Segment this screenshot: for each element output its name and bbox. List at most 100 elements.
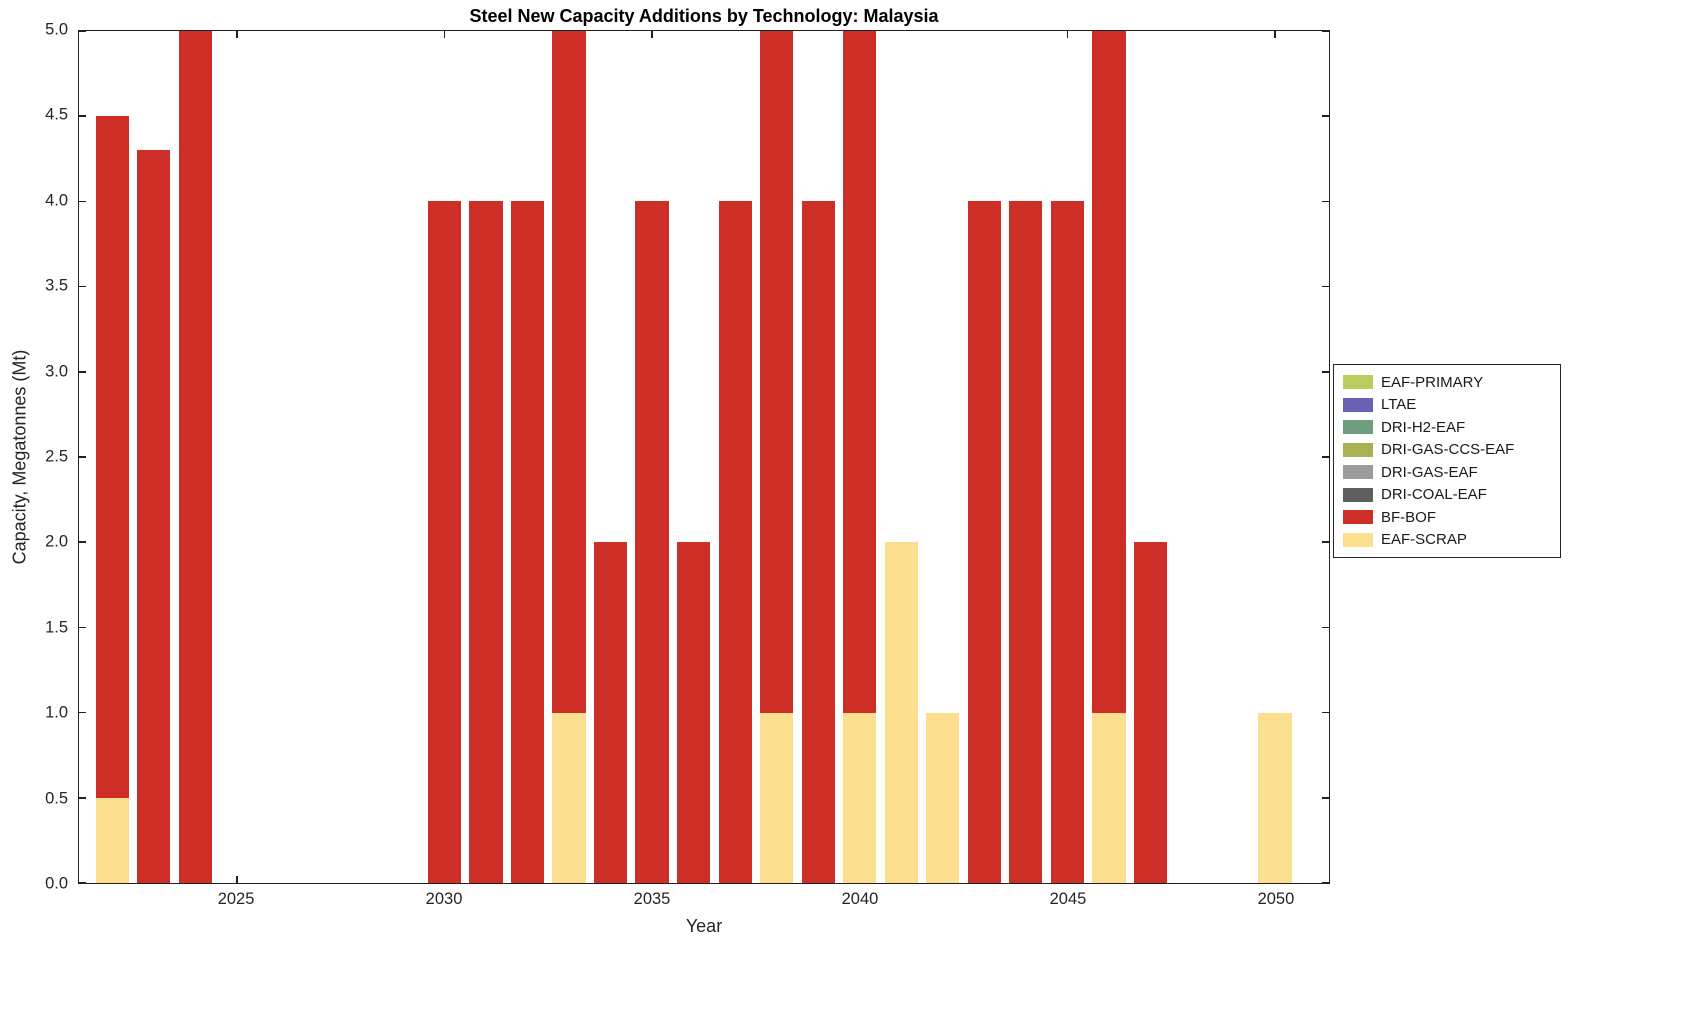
legend-item-eaf-primary: EAF-PRIMARY xyxy=(1343,371,1551,394)
legend-label: DRI-H2-EAF xyxy=(1381,418,1466,436)
legend-swatch-eaf-primary xyxy=(1343,375,1373,390)
y-tick-mark xyxy=(1322,30,1329,32)
bar-2038-eaf-scrap xyxy=(760,712,794,883)
y-tick-mark xyxy=(79,200,86,203)
y-tick-label: 2.5 xyxy=(45,447,68,466)
y-tick-label: 5.0 xyxy=(45,20,68,39)
y-tick-label: 0.0 xyxy=(45,874,68,893)
legend-label: EAF-SCRAP xyxy=(1381,531,1467,549)
bar-2046-eaf-scrap xyxy=(1092,712,1126,883)
bar-2042-eaf-scrap xyxy=(926,712,960,883)
legend-label: LTAE xyxy=(1381,396,1417,414)
bar-2044-bf-bof xyxy=(1009,201,1043,883)
legend-swatch-dri-gas-eaf xyxy=(1343,465,1373,480)
legend-item-dri-gas-ccs-eaf: DRI-GAS-CCS-EAF xyxy=(1343,439,1551,462)
bar-2030-bf-bof xyxy=(427,201,462,883)
legend-label: DRI-GAS-CCS-EAF xyxy=(1381,441,1515,459)
y-axis-label: Capacity, Megatonnes (Mt) xyxy=(9,349,30,565)
bar-2043-bf-bof xyxy=(967,201,1001,883)
y-tick-mark xyxy=(79,371,86,373)
y-axis-tick-labels: 0.0 0.5 1.0 1.5 2.0 2.5 3.0 3.5 4.0 4.5 5.0 xyxy=(0,21,68,893)
bar-2045-bf-bof xyxy=(1050,201,1084,883)
bar-2035-bf-bof xyxy=(635,201,669,883)
y-tick-mark xyxy=(79,626,86,629)
y-tick-label: 4.0 xyxy=(45,191,68,210)
legend-swatch-ltae xyxy=(1343,397,1373,412)
legend-swatch-bf-bof xyxy=(1343,510,1373,525)
y-tick-mark xyxy=(79,456,86,458)
bar-2039-bf-bof xyxy=(801,201,835,883)
x-tick-mark xyxy=(651,31,653,38)
bar-2040-eaf-scrap xyxy=(843,712,877,883)
y-tick-mark xyxy=(1322,456,1329,458)
plot-area xyxy=(78,30,1330,884)
legend-item-bf-bof: BF-BOF xyxy=(1343,506,1551,529)
y-tick-label: 3.0 xyxy=(45,362,68,381)
bar-2034-bf-bof xyxy=(593,542,628,883)
x-tick-mark xyxy=(1066,31,1069,38)
y-tick-label: 4.5 xyxy=(45,105,68,124)
bar-2050-eaf-scrap xyxy=(1258,712,1292,883)
legend-swatch-dri-coal-eaf xyxy=(1343,487,1373,502)
x-tick-mark xyxy=(236,876,238,883)
legend-label: DRI-GAS-EAF xyxy=(1381,463,1478,481)
y-tick-label: 0.5 xyxy=(45,789,68,808)
bar-2033-bf-bof xyxy=(552,31,586,713)
legend-item-dri-gas-eaf: DRI-GAS-EAF xyxy=(1343,461,1551,484)
bar-2037-bf-bof xyxy=(718,201,752,883)
y-tick-mark xyxy=(1322,200,1329,203)
legend-swatch-dri-h2-eaf xyxy=(1343,420,1373,435)
y-tick-mark xyxy=(79,541,86,543)
bar-2031-bf-bof xyxy=(469,201,503,883)
chart-title: Steel New Capacity Additions by Technolo… xyxy=(469,6,939,26)
bar-2022-eaf-scrap xyxy=(95,797,129,883)
y-tick-mark xyxy=(79,797,86,799)
legend-label: EAF-PRIMARY xyxy=(1381,373,1484,391)
y-tick-mark xyxy=(79,285,86,288)
legend-label: DRI-COAL-EAF xyxy=(1381,486,1487,504)
x-tick-label: 2030 xyxy=(425,890,463,908)
x-tick-mark xyxy=(1274,31,1276,38)
bar-2023-bf-bof xyxy=(137,150,171,883)
bar-2040-bf-bof xyxy=(843,31,877,713)
y-tick-mark xyxy=(1322,626,1329,629)
y-tick-mark xyxy=(1322,285,1329,288)
bar-2046-bf-bof xyxy=(1092,31,1126,713)
legend-item-eaf-scrap: EAF-SCRAP xyxy=(1343,529,1551,552)
y-tick-mark xyxy=(1322,797,1329,799)
y-tick-mark xyxy=(1322,882,1329,884)
x-tick-label: 2040 xyxy=(841,890,879,908)
y-tick-label: 1.5 xyxy=(45,618,68,637)
bar-2033-eaf-scrap xyxy=(552,712,586,883)
x-axis-tick-labels: 2025 2030 2035 2040 2045 2050 xyxy=(78,890,1330,912)
bar-2036-bf-bof xyxy=(677,542,711,883)
y-tick-label: 1.0 xyxy=(45,703,68,722)
x-tick-mark xyxy=(443,31,446,38)
legend-item-dri-coal-eaf: DRI-COAL-EAF xyxy=(1343,484,1551,507)
bar-2041-eaf-scrap xyxy=(884,542,918,883)
y-tick-mark xyxy=(1322,711,1329,714)
x-axis-label: Year xyxy=(685,916,723,936)
legend-item-ltae: LTAE xyxy=(1343,394,1551,417)
y-tick-mark xyxy=(1322,115,1329,117)
y-tick-mark xyxy=(79,30,86,32)
y-tick-label: 2.0 xyxy=(45,532,68,551)
bar-2022-bf-bof xyxy=(95,116,129,798)
legend-swatch-eaf-scrap xyxy=(1343,532,1373,547)
bar-2047-bf-bof xyxy=(1133,542,1168,883)
y-tick-mark xyxy=(79,711,86,714)
x-tick-mark xyxy=(236,31,238,38)
x-tick-label: 2050 xyxy=(1257,890,1295,908)
y-tick-mark xyxy=(1322,371,1329,373)
y-tick-label: 3.5 xyxy=(45,276,68,295)
x-tick-label: 2025 xyxy=(217,890,255,908)
bar-2024-bf-bof xyxy=(178,31,212,883)
y-tick-mark xyxy=(79,115,86,117)
x-tick-label: 2035 xyxy=(633,890,671,908)
legend: EAF-PRIMARY LTAE DRI-H2-EAF DRI-GAS-CCS-EAF… xyxy=(1333,364,1561,558)
y-tick-mark xyxy=(79,882,86,884)
x-tick-label: 2045 xyxy=(1049,890,1087,908)
legend-label: BF-BOF xyxy=(1381,508,1436,526)
y-tick-mark xyxy=(1322,541,1329,543)
